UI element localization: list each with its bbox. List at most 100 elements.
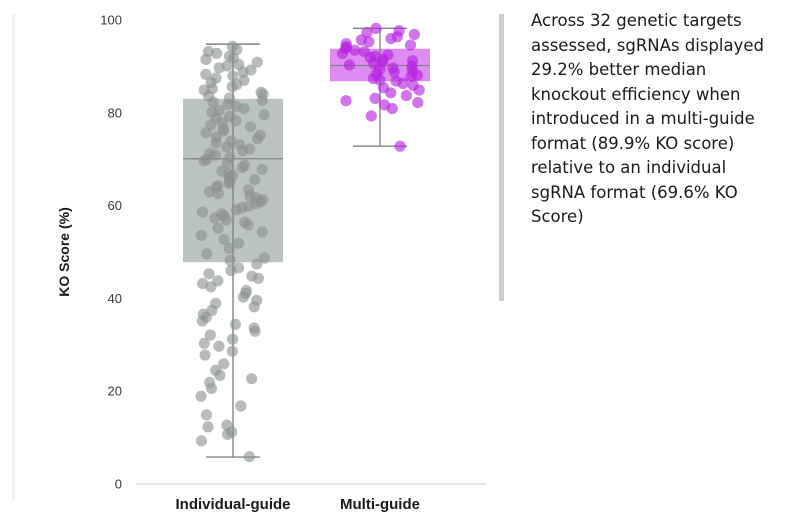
data-point [397, 78, 409, 90]
data-point [225, 265, 237, 277]
data-point [221, 428, 234, 440]
data-point [385, 33, 397, 45]
data-point [201, 248, 213, 260]
data-point [243, 451, 255, 463]
ko-score-box-plot: KO Score (%) 0 20 40 60 80 100 Individual-guide… [56, 13, 486, 513]
y-tick-label: 60 [108, 198, 122, 213]
data-point [230, 204, 243, 216]
data-point [227, 333, 239, 345]
data-point [237, 66, 249, 78]
data-point [394, 140, 406, 152]
left-accent-rule [12, 14, 15, 500]
data-point [221, 141, 233, 153]
x-category-label: Multi-guide [340, 496, 420, 513]
data-point [388, 66, 400, 78]
data-point [248, 301, 260, 313]
data-point [218, 358, 230, 370]
y-tick-label: 20 [108, 384, 122, 399]
data-point [232, 237, 245, 249]
data-point [205, 281, 217, 293]
data-point [370, 22, 382, 34]
data-point [195, 390, 207, 402]
data-point [196, 315, 208, 327]
data-point [223, 242, 235, 254]
data-point [244, 121, 257, 133]
data-point [256, 226, 268, 238]
data-point [365, 110, 377, 122]
data-point [344, 59, 356, 71]
data-point [400, 90, 412, 102]
side-note: Across 32 genetic targets assessed, sgRN… [531, 11, 764, 226]
data-point [207, 96, 219, 108]
data-point [229, 318, 241, 330]
data-point [223, 177, 235, 189]
data-point [195, 435, 208, 447]
data-point [200, 127, 212, 139]
data-point [386, 103, 398, 115]
data-point [209, 149, 221, 161]
data-point [242, 219, 254, 231]
data-point [213, 62, 225, 74]
y-tick-label: 0 [115, 477, 122, 492]
data-point [210, 137, 222, 149]
data-point [363, 36, 375, 48]
data-point [195, 229, 207, 241]
y-tick-label: 100 [100, 13, 122, 28]
data-point [336, 47, 348, 60]
data-point [211, 47, 223, 60]
data-point [258, 109, 270, 121]
data-point [196, 206, 209, 218]
data-point [202, 421, 214, 433]
series-group-multi [330, 22, 430, 152]
data-point [249, 325, 261, 337]
data-point [252, 272, 264, 284]
data-point [256, 163, 268, 175]
data-point [238, 103, 250, 115]
data-point [237, 145, 249, 157]
data-point [252, 133, 264, 145]
data-point [405, 71, 417, 83]
data-point [230, 115, 242, 127]
data-point [224, 254, 236, 266]
data-point [251, 56, 263, 68]
data-point [235, 400, 247, 412]
data-point [212, 187, 224, 200]
data-point [205, 382, 218, 394]
data-point [198, 155, 210, 167]
data-point [237, 291, 249, 303]
y-tick-label: 80 [108, 105, 122, 120]
data-point [203, 268, 215, 280]
data-point [349, 44, 361, 56]
data-point [200, 53, 212, 65]
y-axis-title: KO Score (%) [56, 207, 72, 296]
data-point [218, 233, 230, 246]
data-point [203, 186, 215, 198]
series-group-individual [183, 40, 283, 463]
data-point [200, 409, 213, 421]
data-point [404, 39, 417, 51]
data-point [220, 214, 232, 226]
data-point [340, 95, 352, 107]
data-point [369, 92, 381, 104]
data-point [226, 81, 238, 93]
data-point [214, 369, 226, 381]
data-point [251, 258, 263, 270]
data-point [385, 87, 397, 99]
data-point [209, 212, 221, 224]
data-point [258, 252, 270, 264]
data-point [200, 68, 212, 80]
data-point [413, 84, 425, 96]
y-tick-label: 40 [108, 291, 122, 306]
data-point [198, 337, 210, 349]
data-point [226, 345, 238, 357]
data-point [236, 162, 248, 174]
side-divider [499, 14, 504, 301]
x-category-label: Individual-guide [176, 496, 291, 513]
data-point [408, 28, 420, 40]
data-point [222, 98, 234, 110]
data-point [412, 97, 424, 109]
data-point [246, 373, 258, 385]
data-point [213, 340, 225, 352]
data-point [221, 157, 233, 169]
data-point [199, 349, 211, 361]
